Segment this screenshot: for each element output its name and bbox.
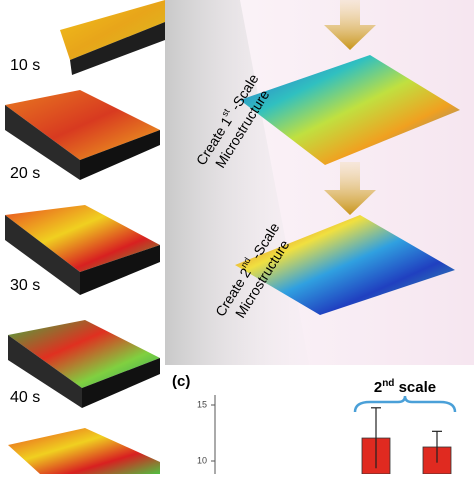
surface [8,428,160,474]
side-shade [165,0,330,474]
arrow [324,162,376,215]
surface-base [8,335,82,408]
bracket-label: 2nd scale [374,378,436,396]
surface-base [70,22,165,75]
panel-label: (c) [172,373,190,390]
surface-base [5,215,80,295]
surface-base [5,105,80,180]
surface [5,90,160,160]
surface [8,320,160,388]
time-label: 30 s [10,277,40,294]
panel-c: (c) 2nd scale 10 15 [165,365,474,475]
arrow [324,0,376,50]
time-label: 20 s [10,165,40,182]
surface-base [80,130,160,180]
time-series-panels: 10 s 20 s 30 s 40 s [0,0,165,474]
y-tick-label: 15 [197,399,207,409]
first-scale-surface [240,55,460,165]
time-label: 40 s [10,389,40,406]
bracket [353,395,457,413]
time-label: 10 s [10,57,40,74]
surface-base [80,245,160,295]
surface [60,0,165,60]
y-tick-label: 10 [197,455,207,465]
panel-c-background [165,365,474,474]
second-scale-surface [235,215,455,315]
surface [5,205,160,272]
surface-base [82,358,160,408]
arrows [324,0,376,215]
